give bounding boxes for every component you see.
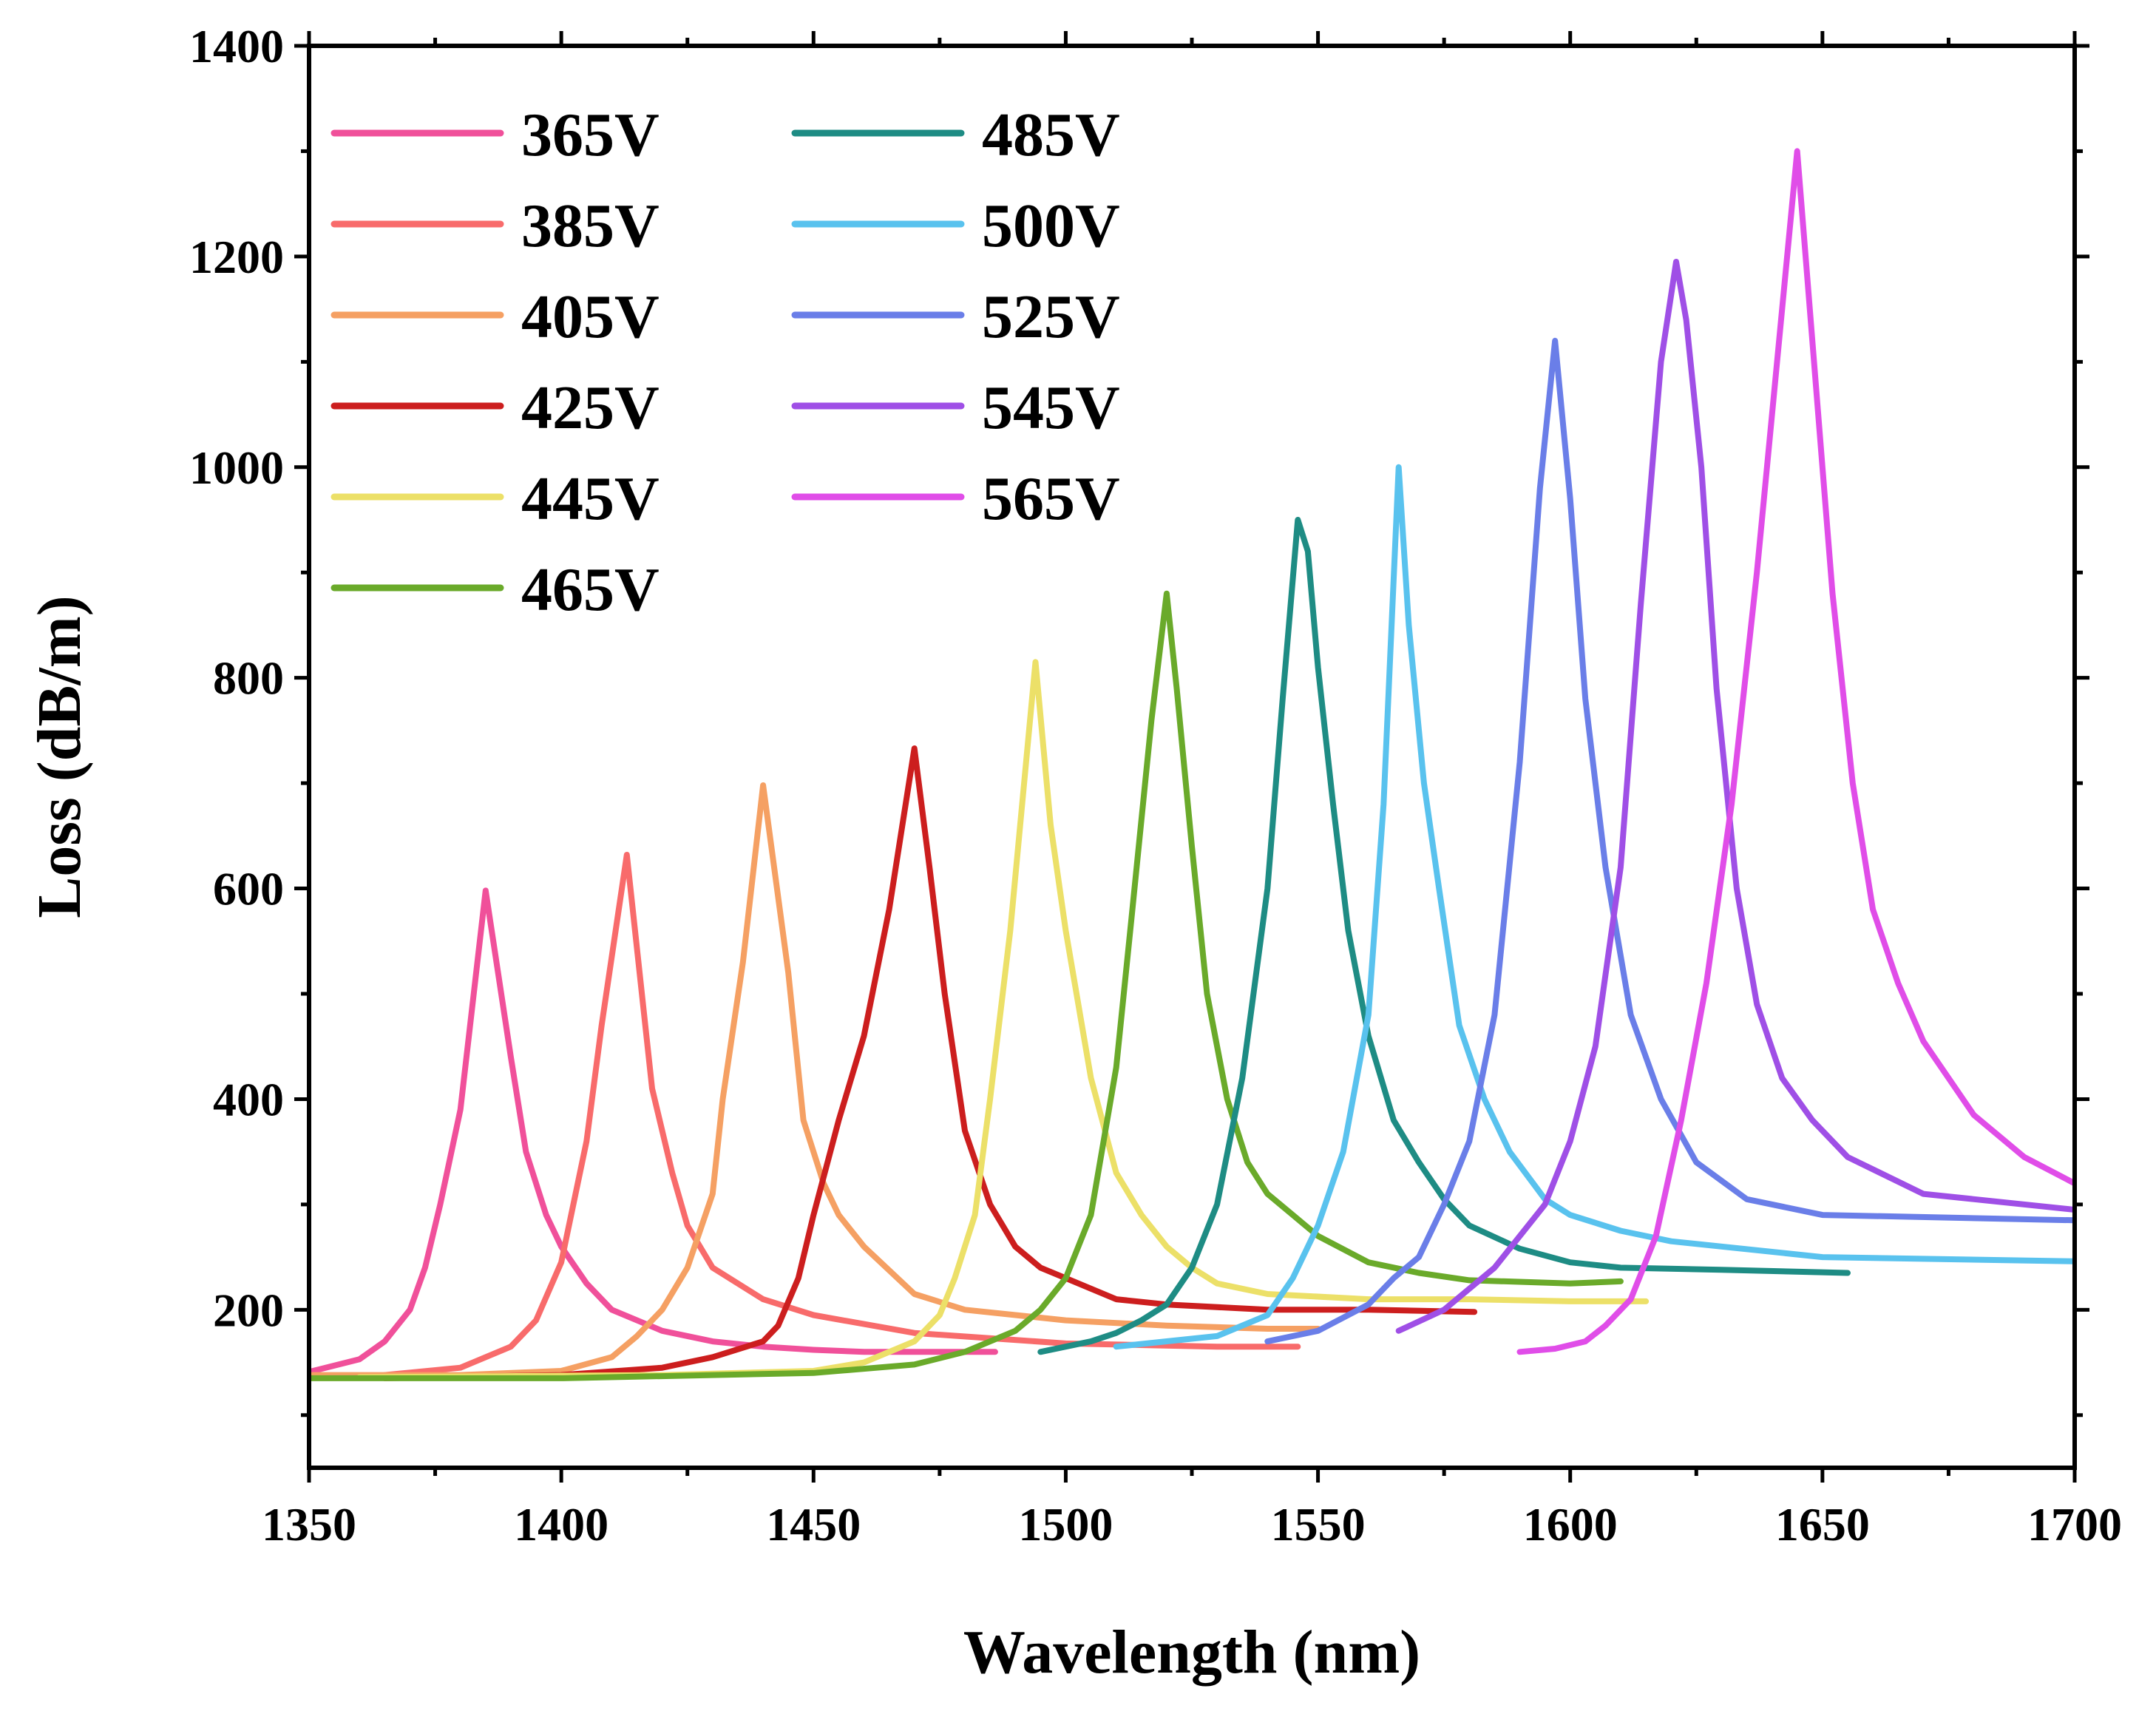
legend-label-565V: 565V — [982, 464, 1120, 533]
series-line-425V — [382, 745, 1478, 1381]
legend-label-365V: 365V — [521, 101, 660, 169]
x-tick-label: 1400 — [514, 1498, 609, 1551]
legend-label-545V: 545V — [982, 373, 1120, 442]
legend-label-485V: 485V — [982, 101, 1120, 169]
legend-label-525V: 525V — [982, 282, 1120, 351]
y-tick-label: 400 — [213, 1073, 284, 1125]
legend-label-445V: 445V — [521, 464, 660, 533]
legend-label-385V: 385V — [521, 192, 660, 260]
series-line-385V — [382, 852, 1301, 1378]
x-tick-label: 1700 — [2027, 1498, 2122, 1551]
x-axis-title: Wavelength (nm) — [963, 1618, 1420, 1687]
y-tick-label: 800 — [213, 652, 284, 705]
series-line-500V — [1113, 464, 2075, 1350]
y-tick-label: 1400 — [189, 20, 284, 72]
y-tick-label: 1000 — [189, 441, 284, 494]
x-tick-label: 1600 — [1523, 1498, 1618, 1551]
legend-label-425V: 425V — [521, 373, 660, 442]
legend-label-465V: 465V — [521, 555, 660, 624]
series-line-465V — [309, 590, 1624, 1381]
x-tick-label: 1450 — [766, 1498, 861, 1551]
y-tick-label: 1200 — [189, 231, 284, 283]
series-line-545V — [1395, 259, 2075, 1334]
legend-label-405V: 405V — [521, 282, 660, 351]
y-tick-label: 600 — [213, 863, 284, 915]
series-line-445V — [356, 659, 1650, 1381]
legend-label-500V: 500V — [982, 192, 1120, 260]
legend: 365V 385V 405V 425V 445V 465V 485V 500V 525V 545V… — [330, 101, 1120, 624]
series-line-405V — [309, 782, 1321, 1378]
axis-ticks: 1350 1400 1450 1500 1550 1600 1650 1700 200 400 60… — [189, 20, 2122, 1551]
x-tick-label: 1500 — [1018, 1498, 1113, 1551]
x-tick-label: 1550 — [1271, 1498, 1366, 1551]
series-line-485V — [1037, 517, 1851, 1355]
series-line-365V — [309, 887, 998, 1375]
series-layer — [309, 148, 2075, 1381]
series-line-525V — [1264, 337, 2075, 1345]
x-tick-label: 1350 — [262, 1498, 356, 1551]
series-line-565V — [1516, 148, 2075, 1355]
y-axis-title: Loss (dB/m) — [25, 595, 94, 918]
x-tick-label: 1650 — [1775, 1498, 1870, 1551]
y-tick-label: 200 — [213, 1284, 284, 1336]
